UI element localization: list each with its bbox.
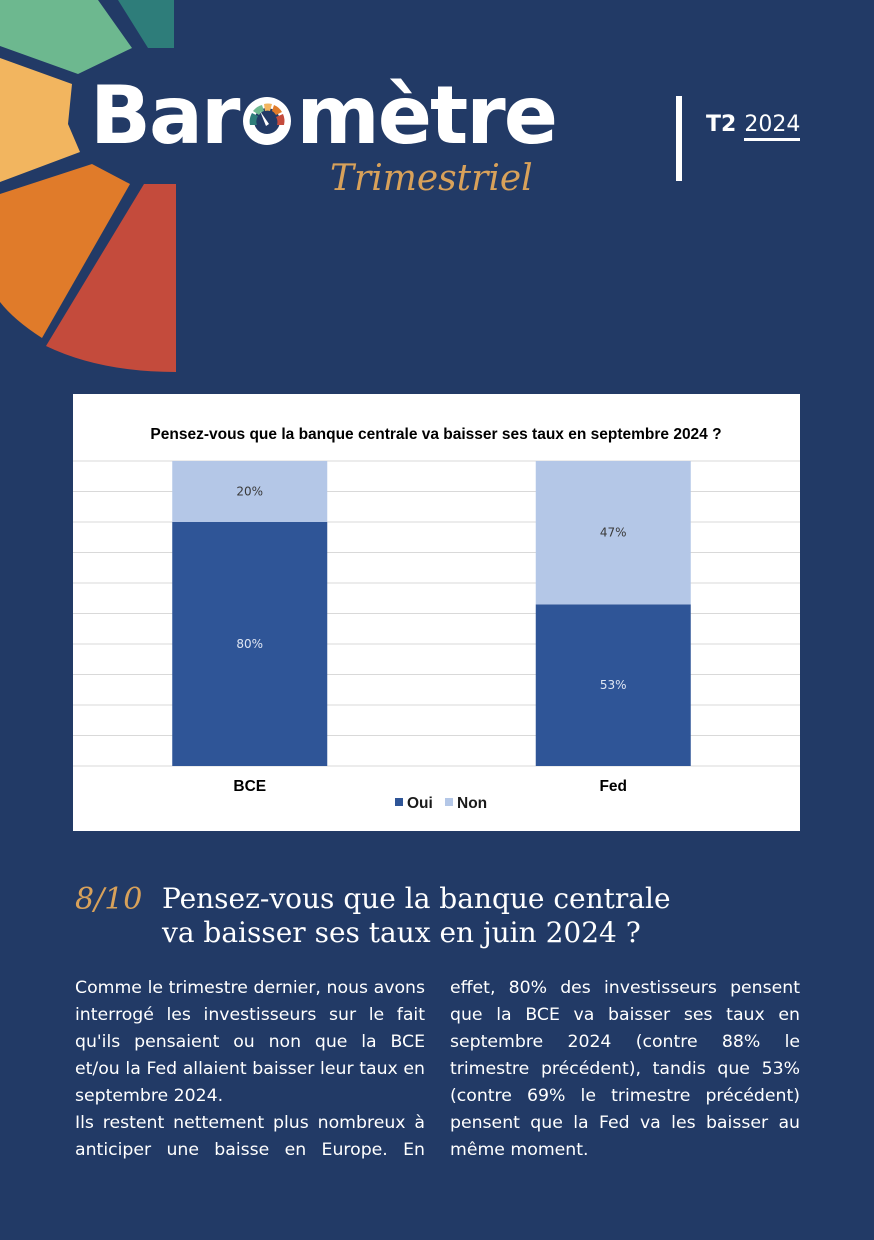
data-label: 80%	[236, 637, 263, 651]
fan-segment-teal	[118, 0, 174, 48]
section-number: 8/10	[75, 882, 143, 917]
fan-segment-green	[0, 0, 132, 74]
gauge-icon	[238, 72, 296, 145]
bar-non-fed	[535, 461, 691, 605]
section-title-line: Pensez-vous que la banque centrale	[162, 882, 671, 915]
data-label: 20%	[236, 485, 263, 499]
data-label: 47%	[600, 526, 627, 540]
body-paragraph: Ils restent nettement plus nombreux à an…	[75, 1113, 425, 1160]
data-label: 53%	[600, 678, 627, 692]
chart-card: Pensez-vous que la banque centrale va ba…	[73, 394, 800, 831]
bar-non-bce	[172, 461, 328, 522]
issue-label: T2 2024	[706, 110, 801, 141]
bar-oui-fed	[535, 604, 691, 766]
body-column-right: effet, 80% des investisseurs pensent que…	[450, 975, 800, 1164]
legend-label: Oui	[407, 795, 433, 812]
quarter-label: T2	[706, 112, 737, 137]
section-title-line: va baisser ses taux en juin 2024 ?	[162, 916, 641, 949]
legend-swatch	[395, 798, 403, 806]
brand-logo: Bar mètre	[90, 68, 558, 164]
brand-word-part: mètre	[296, 69, 558, 162]
brand-word-part: Bar	[90, 69, 240, 162]
body-paragraph: effet, 80% des investisseurs pensent que…	[450, 978, 800, 1160]
body-paragraph: Comme le trimestre dernier, nous avons i…	[75, 978, 425, 1106]
section-title: Pensez-vous que la banque centrale va ba…	[162, 882, 822, 950]
brand-subtitle: Trimestriel	[330, 158, 533, 199]
chart-title: Pensez-vous que la banque centrale va ba…	[150, 426, 721, 443]
body-column-left: Comme le trimestre dernier, nous avons i…	[75, 975, 425, 1164]
stacked-bar-chart: Pensez-vous que la banque centrale va ba…	[73, 426, 800, 812]
header-divider	[676, 96, 682, 181]
decorative-gauge-fan	[0, 0, 176, 372]
bar-oui-bce	[172, 522, 328, 766]
legend-label: Non	[457, 795, 487, 812]
legend-swatch	[445, 798, 453, 806]
category-label: BCE	[233, 778, 266, 795]
fan-segment-orange	[0, 164, 130, 338]
fan-segment-yellow	[0, 58, 80, 182]
category-label: Fed	[599, 778, 627, 795]
year-label: 2024	[744, 112, 801, 141]
fan-segment-red	[46, 184, 176, 372]
